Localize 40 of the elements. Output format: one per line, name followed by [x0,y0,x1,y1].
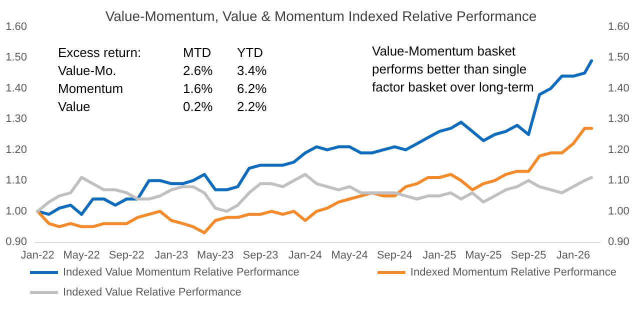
y2-tick-label: 1.50 [608,52,630,64]
line-series [36,172,594,213]
x-tick-label: Jan-26 [556,250,590,262]
line-series [36,126,594,234]
y-tick-label: 1.60 [6,21,27,33]
x-tick-label: May-23 [197,250,234,262]
y-tick-label: 1.00 [6,205,27,218]
x-tick-label: Sep-25 [510,250,546,262]
x-tick-label: Jan-22 [20,250,54,262]
y2-tick-label: 1.20 [608,144,630,156]
y-tick-label: 1.10 [6,174,27,187]
text: Excess return: MTD YTD [58,45,263,60]
y2-tick-label: 1.30 [608,113,630,126]
x-tick-label: May-22 [63,250,100,262]
x-tick-label: Sep-23 [242,250,278,262]
y-tick-label: 1.50 [6,52,27,64]
y2-tick-label: 1.00 [608,205,630,218]
annotation: Value-Momentum basket performs better than single factor basket over long-term [372,44,534,94]
text: Value 0.2% 2.2% [58,99,267,114]
text: Value-Mo. 2.6% 3.4% [58,63,267,78]
x-tick-label: Jan-25 [422,250,456,262]
y2-tick-label: 1.10 [608,174,630,187]
x-tick-label: Sep-24 [376,250,412,262]
x-tick-label: May-24 [331,250,368,262]
x-tick-label: Jan-23 [154,250,188,262]
chart-title: Value-Momentum, Value & Momentum Indexed Relative Performance [105,8,537,24]
y2-tick-label: 1.40 [608,82,630,94]
y-tick-label: 1.30 [6,113,27,126]
y2-tick-label: 1.60 [608,21,630,33]
text: Momentum 1.6% 6.2% [58,81,267,96]
x-tick-label: Jan-24 [288,250,322,262]
y2-tick-label: 0.90 [608,236,630,248]
y-tick-label: 0.90 [6,236,27,248]
legend-label: Indexed Value Relative Performance [63,286,242,298]
y-tick-label: 1.20 [6,144,27,156]
x-tick-label: May-25 [465,250,502,262]
y-tick-label: 1.40 [6,82,27,94]
x-tick-label: Sep-22 [108,250,144,262]
legend-label: Indexed Momentum Relative Performance [410,266,616,278]
legend-label: Indexed Value Momentum Relative Performance [63,266,300,278]
